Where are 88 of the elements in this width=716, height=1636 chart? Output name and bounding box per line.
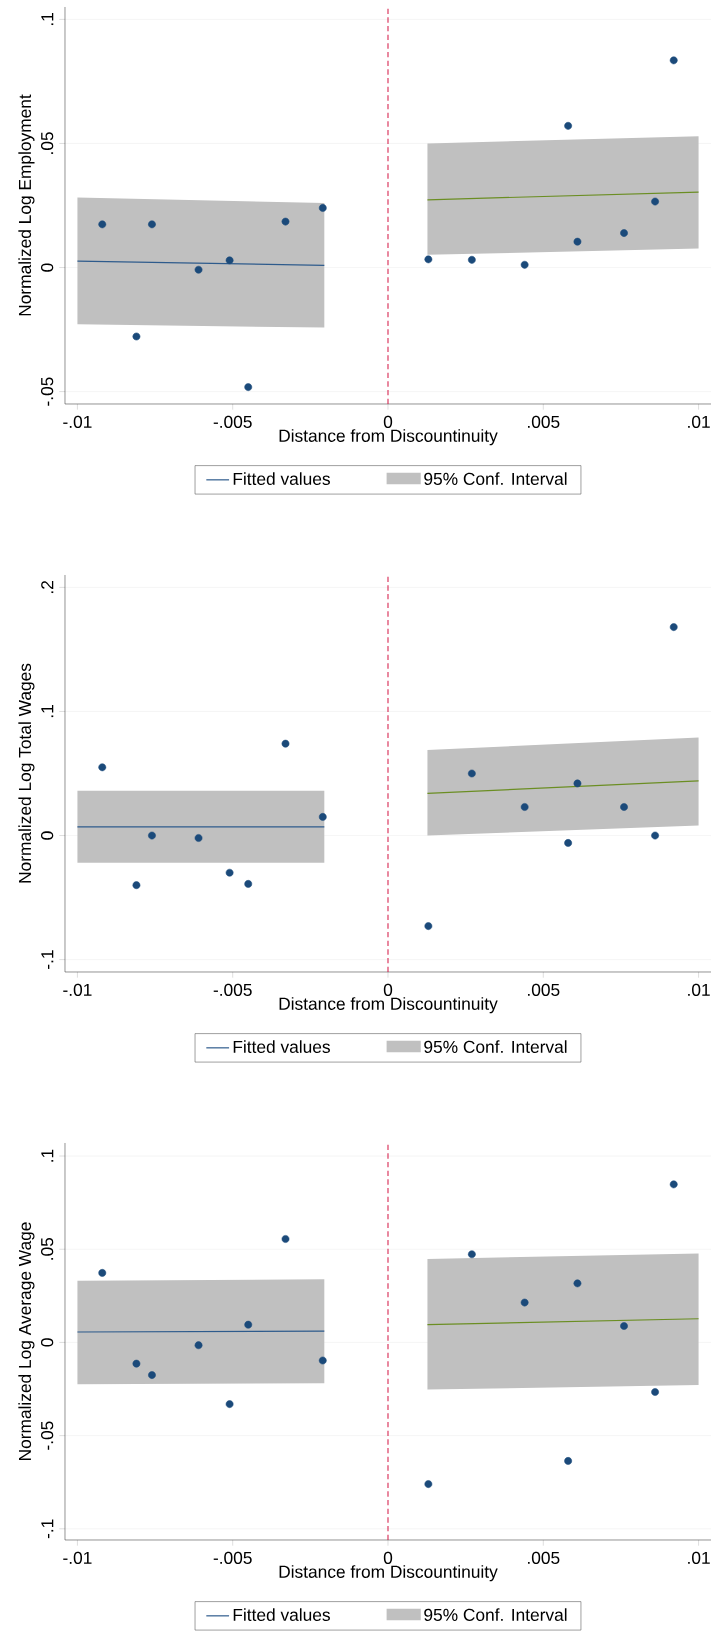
legend-label: Fitted values xyxy=(233,1608,330,1621)
x-axis-title: Distance from Discountinuity xyxy=(279,997,498,1014)
point xyxy=(669,1180,678,1189)
x-tick-label: .01 xyxy=(688,983,710,996)
x-tick-label: .01 xyxy=(688,415,710,428)
point xyxy=(148,831,156,840)
point xyxy=(194,834,203,842)
y-tick-label: .05 xyxy=(40,1237,54,1260)
point xyxy=(281,217,290,226)
x-tick-label: 0 xyxy=(383,1551,393,1564)
point xyxy=(520,260,529,269)
point xyxy=(318,204,327,212)
point xyxy=(98,1269,107,1277)
point xyxy=(564,121,572,130)
y-axis-title: Normalized Log Employment xyxy=(18,94,35,316)
point xyxy=(132,881,141,890)
x-tick-label: -.005 xyxy=(213,1551,252,1564)
point xyxy=(244,383,253,391)
point xyxy=(148,220,156,229)
x-tick-label: .005 xyxy=(528,983,560,996)
x-tick-label: -.01 xyxy=(63,415,92,428)
point xyxy=(225,1400,234,1408)
point xyxy=(669,56,678,65)
point xyxy=(669,623,678,631)
point xyxy=(132,1359,141,1368)
x-axis-title: Distance from Discountinuity xyxy=(279,1565,498,1582)
point xyxy=(573,1279,582,1288)
x-tick-label: -.005 xyxy=(213,415,252,428)
point xyxy=(520,803,529,811)
point xyxy=(98,220,107,229)
point xyxy=(520,1298,529,1307)
point xyxy=(573,237,582,246)
point xyxy=(564,1457,572,1465)
y-tick-label: .05 xyxy=(40,132,54,154)
point xyxy=(467,255,476,264)
point xyxy=(651,1388,659,1396)
x-tick-label: .005 xyxy=(528,415,560,428)
y-tick-label: 0 xyxy=(40,1338,54,1347)
point xyxy=(244,880,253,888)
x-tick-label: -.005 xyxy=(213,983,252,996)
point xyxy=(225,868,234,877)
point xyxy=(424,1480,433,1488)
y-tick-label: 0 xyxy=(40,831,54,840)
point xyxy=(318,813,327,821)
legend-label: Fitted values xyxy=(233,472,330,485)
y-tick-label: .1 xyxy=(41,705,54,718)
point xyxy=(651,197,659,206)
point xyxy=(424,255,433,264)
y-tick-label: .1 xyxy=(41,1149,54,1162)
point xyxy=(564,839,572,847)
y-tick-label: .1 xyxy=(41,13,54,26)
text: 95% Conf. Interval xyxy=(424,1040,567,1053)
point xyxy=(318,1356,327,1365)
legend-label: Fitted values xyxy=(233,1040,330,1053)
text: 95% Conf. Interval xyxy=(424,472,567,485)
point xyxy=(244,1320,253,1329)
x-tick-label: -.01 xyxy=(63,1551,92,1564)
y-tick-label: -.1 xyxy=(41,1519,54,1539)
y-tick-label: -.05 xyxy=(40,377,54,406)
point xyxy=(424,922,433,930)
point xyxy=(620,803,628,811)
point xyxy=(281,739,290,748)
y-tick-label: -.1 xyxy=(41,950,54,969)
text: 95% Conf. Interval xyxy=(424,1608,567,1621)
y-tick-label: 0 xyxy=(40,263,54,272)
point xyxy=(467,769,476,778)
x-tick-label: -.01 xyxy=(63,983,92,996)
point xyxy=(194,1341,203,1350)
x-tick-label: 0 xyxy=(383,415,393,428)
point xyxy=(651,831,659,840)
point xyxy=(467,1250,476,1259)
point xyxy=(148,1371,156,1379)
y-axis-title: Normalized Log Average Wage xyxy=(18,1222,35,1461)
x-tick-label: .01 xyxy=(688,1551,710,1564)
point xyxy=(132,332,141,341)
y-tick-label: .2 xyxy=(41,581,54,594)
x-tick-label: 0 xyxy=(383,983,393,996)
point xyxy=(573,779,582,788)
point xyxy=(225,256,234,265)
point xyxy=(194,265,203,274)
y-tick-label: -.05 xyxy=(40,1421,54,1450)
x-axis-title: Distance from Discountinuity xyxy=(279,429,498,446)
x-tick-label: .005 xyxy=(528,1551,560,1564)
point xyxy=(620,1322,628,1330)
point xyxy=(620,229,628,237)
point xyxy=(98,763,107,772)
y-axis-title: Normalized Log Total Wages xyxy=(18,663,35,883)
point xyxy=(281,1235,290,1243)
